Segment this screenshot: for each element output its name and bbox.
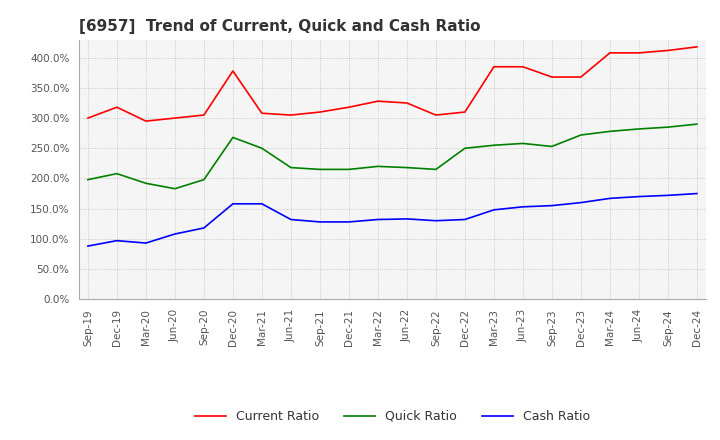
Cash Ratio bbox=[548, 203, 557, 208]
Quick Ratio bbox=[258, 146, 266, 151]
Cash Ratio bbox=[84, 243, 92, 249]
Cash Ratio bbox=[315, 219, 324, 224]
Quick Ratio bbox=[228, 135, 237, 140]
Quick Ratio bbox=[84, 177, 92, 182]
Current Ratio bbox=[287, 113, 295, 118]
Cash Ratio bbox=[461, 217, 469, 222]
Current Ratio bbox=[461, 110, 469, 115]
Current Ratio bbox=[634, 50, 643, 55]
Current Ratio bbox=[548, 74, 557, 80]
Cash Ratio bbox=[693, 191, 701, 196]
Text: [6957]  Trend of Current, Quick and Cash Ratio: [6957] Trend of Current, Quick and Cash … bbox=[79, 19, 481, 34]
Line: Quick Ratio: Quick Ratio bbox=[88, 124, 697, 189]
Quick Ratio bbox=[287, 165, 295, 170]
Line: Current Ratio: Current Ratio bbox=[88, 47, 697, 121]
Current Ratio bbox=[693, 44, 701, 49]
Current Ratio bbox=[606, 50, 614, 55]
Line: Cash Ratio: Cash Ratio bbox=[88, 194, 697, 246]
Quick Ratio bbox=[461, 146, 469, 151]
Current Ratio bbox=[258, 110, 266, 116]
Quick Ratio bbox=[664, 125, 672, 130]
Quick Ratio bbox=[315, 167, 324, 172]
Quick Ratio bbox=[490, 143, 498, 148]
Quick Ratio bbox=[431, 167, 440, 172]
Quick Ratio bbox=[577, 132, 585, 138]
Current Ratio bbox=[345, 105, 354, 110]
Cash Ratio bbox=[606, 196, 614, 201]
Current Ratio bbox=[518, 64, 527, 70]
Current Ratio bbox=[577, 74, 585, 80]
Quick Ratio bbox=[171, 186, 179, 191]
Cash Ratio bbox=[431, 218, 440, 224]
Quick Ratio bbox=[345, 167, 354, 172]
Cash Ratio bbox=[634, 194, 643, 199]
Cash Ratio bbox=[112, 238, 121, 243]
Quick Ratio bbox=[402, 165, 411, 170]
Cash Ratio bbox=[374, 217, 382, 222]
Current Ratio bbox=[112, 105, 121, 110]
Current Ratio bbox=[490, 64, 498, 70]
Cash Ratio bbox=[287, 217, 295, 222]
Current Ratio bbox=[84, 115, 92, 121]
Cash Ratio bbox=[228, 201, 237, 206]
Cash Ratio bbox=[577, 200, 585, 205]
Current Ratio bbox=[199, 113, 208, 118]
Quick Ratio bbox=[199, 177, 208, 182]
Current Ratio bbox=[431, 113, 440, 118]
Quick Ratio bbox=[693, 121, 701, 127]
Cash Ratio bbox=[402, 216, 411, 222]
Cash Ratio bbox=[345, 219, 354, 224]
Quick Ratio bbox=[374, 164, 382, 169]
Current Ratio bbox=[142, 118, 150, 124]
Cash Ratio bbox=[199, 225, 208, 231]
Current Ratio bbox=[664, 48, 672, 53]
Cash Ratio bbox=[142, 240, 150, 246]
Quick Ratio bbox=[548, 144, 557, 149]
Quick Ratio bbox=[518, 141, 527, 146]
Cash Ratio bbox=[664, 193, 672, 198]
Cash Ratio bbox=[171, 231, 179, 237]
Cash Ratio bbox=[490, 207, 498, 213]
Cash Ratio bbox=[518, 204, 527, 209]
Cash Ratio bbox=[258, 201, 266, 206]
Quick Ratio bbox=[112, 171, 121, 176]
Current Ratio bbox=[315, 110, 324, 115]
Quick Ratio bbox=[606, 129, 614, 134]
Current Ratio bbox=[402, 100, 411, 106]
Legend: Current Ratio, Quick Ratio, Cash Ratio: Current Ratio, Quick Ratio, Cash Ratio bbox=[189, 405, 595, 428]
Quick Ratio bbox=[142, 181, 150, 186]
Current Ratio bbox=[171, 115, 179, 121]
Current Ratio bbox=[228, 68, 237, 73]
Quick Ratio bbox=[634, 126, 643, 132]
Current Ratio bbox=[374, 99, 382, 104]
